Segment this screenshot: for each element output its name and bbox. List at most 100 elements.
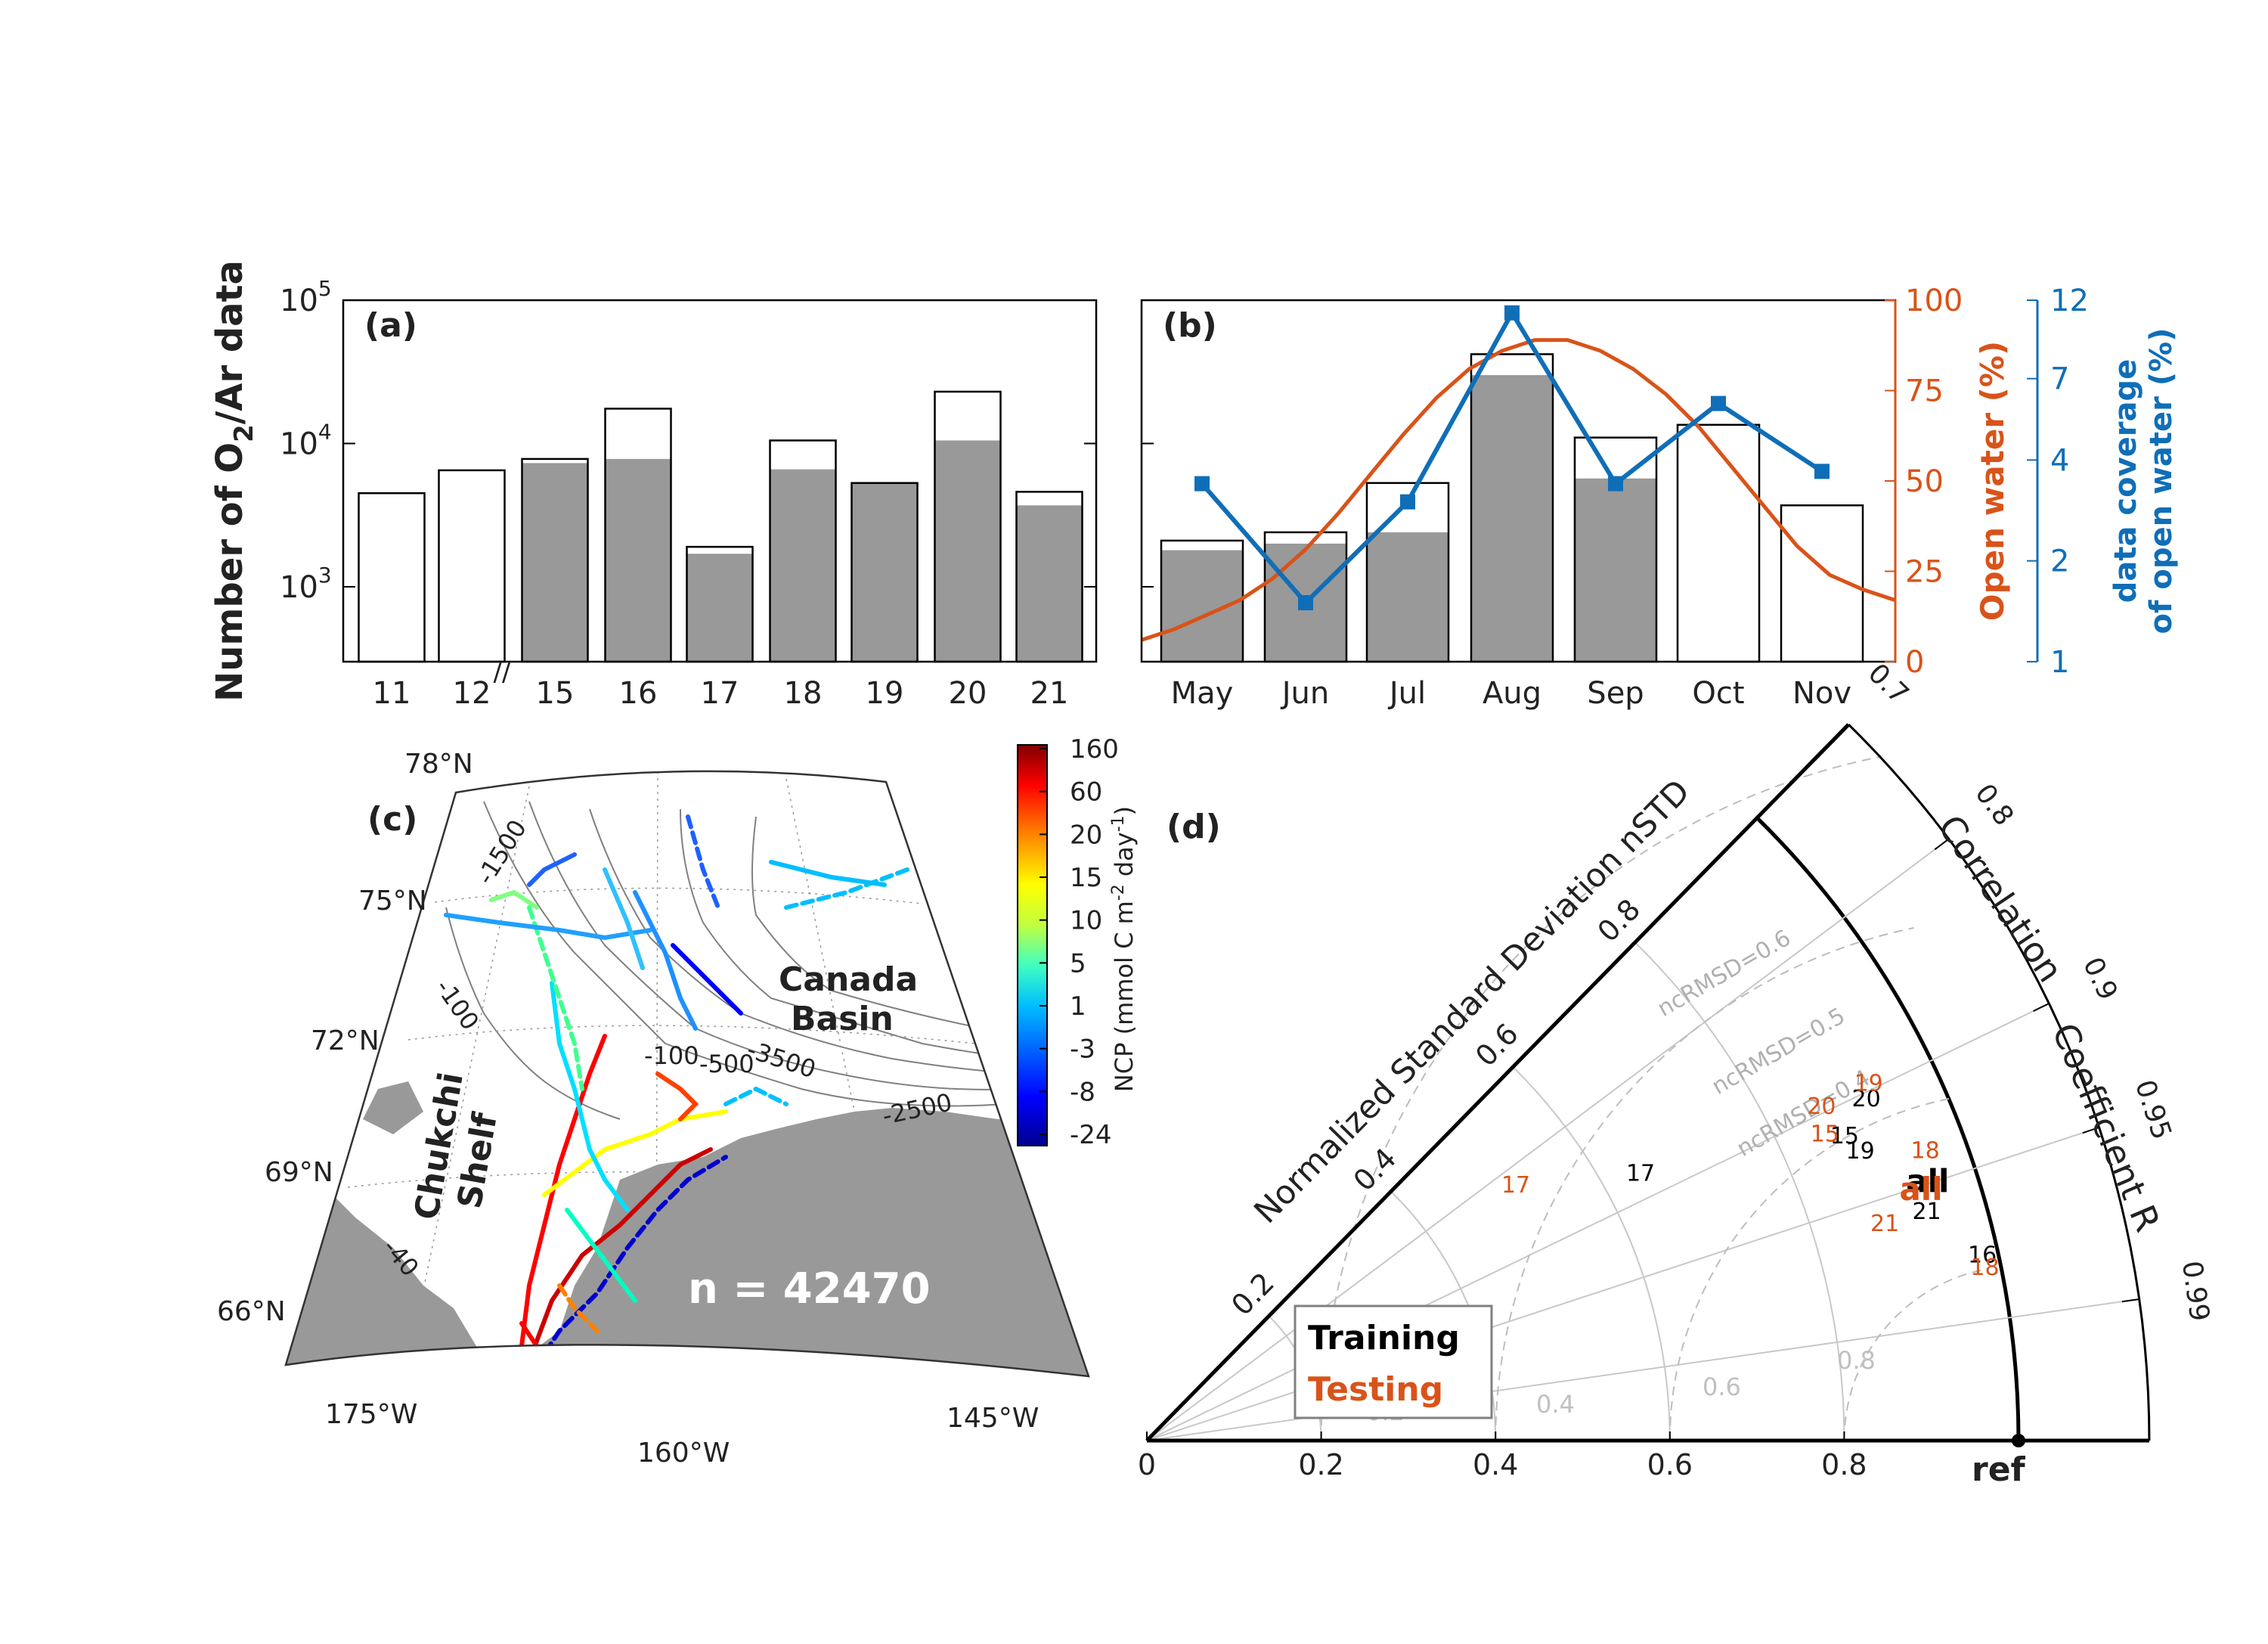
corr-tick-label-3: 0.95 xyxy=(2129,1076,2177,1143)
lat-label-78: 78°N xyxy=(404,749,473,780)
colorbar-tick-label-1: 60 xyxy=(1070,777,1102,808)
training-point-20: 20 xyxy=(1852,1086,1881,1112)
std-tick-label-0: 0 xyxy=(1138,1448,1156,1481)
map-frame xyxy=(284,770,1090,1378)
lat-label-66: 66°N xyxy=(217,1296,286,1327)
a-bar-total-11 xyxy=(358,492,426,663)
a-bar-subset-16 xyxy=(605,458,671,662)
cov-tick-label-12: 12 xyxy=(2050,284,2089,318)
std-tick-label-3: 0.6 xyxy=(1647,1448,1693,1481)
ship-track-6 xyxy=(444,913,652,941)
a-xtick-label-15: 15 xyxy=(536,676,575,711)
contour-label-500: -500 xyxy=(699,1050,754,1078)
training-point-17: 17 xyxy=(1626,1160,1655,1186)
ship-track-14 xyxy=(557,1283,600,1333)
testing-point-19-2: 19 xyxy=(1854,1071,1883,1097)
lat-label-72: 72°N xyxy=(311,1025,380,1056)
wrangel-island xyxy=(363,1081,423,1134)
a-xtick-label-11: 11 xyxy=(373,676,411,711)
a-ytick-label-2: 105 xyxy=(280,276,332,318)
panel-b-bars xyxy=(1160,353,1864,663)
cov-tick-label-1: 1 xyxy=(2050,645,2069,680)
rmsd-arc-0 xyxy=(1843,1269,1984,1441)
b-xtick-label-Jun: Jun xyxy=(1280,676,1330,711)
radial-std-label-2: 0.6 xyxy=(1703,1373,1741,1401)
std-tick-label-2: 0.4 xyxy=(1473,1448,1518,1481)
panel-a-ylabel: Number of O2/Ar data xyxy=(209,260,259,702)
a-bar-subset-15 xyxy=(522,463,588,662)
a-ytick-label-1: 104 xyxy=(280,419,332,461)
corr-tick-mark-2 xyxy=(2033,1003,2050,1012)
graticule xyxy=(347,771,1029,1369)
panel-d-taylor: ncRMSD=0.6ncRMSD=0.5ncRMSD=0.40.20.40.60… xyxy=(1138,658,2215,1489)
b-xtick-label-Sep: Sep xyxy=(1587,676,1644,711)
testing-point-17-0: 17 xyxy=(1501,1172,1530,1199)
panel-a-frame xyxy=(342,299,1098,663)
panel-b-left-ticks xyxy=(1142,299,1154,588)
a-xtick-label-12: 12 xyxy=(453,676,491,711)
coverage-marker-May xyxy=(1194,476,1210,492)
legend-training: Training xyxy=(1308,1319,1460,1357)
std-arc-3 xyxy=(1634,941,1845,1441)
b-xtick-label-Jul: Jul xyxy=(1387,676,1426,711)
ow-tick-label-75: 75 xyxy=(1905,374,1944,409)
corr-tick-mark-3 xyxy=(2082,1127,2099,1134)
taylor-ref-marker xyxy=(2012,1434,2025,1447)
ship-track-13 xyxy=(655,1072,699,1121)
a-bar-subset-21 xyxy=(1016,505,1083,662)
legend-testing: Testing xyxy=(1308,1370,1443,1409)
testing-point-20-1: 20 xyxy=(1807,1093,1836,1120)
std-arc-2 xyxy=(1512,1066,1671,1441)
coverage-marker-Aug xyxy=(1504,305,1520,321)
a-bar-subset-19 xyxy=(851,482,918,662)
b-bar-subset-Jul xyxy=(1367,532,1448,662)
b-xtick-label-Oct: Oct xyxy=(1692,676,1744,711)
ship-track-12 xyxy=(603,867,645,970)
cov-tick-label-7: 7 xyxy=(2050,362,2069,397)
corr-tick-label-4: 0.99 xyxy=(2176,1259,2215,1323)
coverage-markers xyxy=(1194,305,1830,611)
ship-track-17 xyxy=(723,1086,789,1106)
colorbar-tick-label-2: 20 xyxy=(1070,820,1102,850)
ow-tick-label-50: 50 xyxy=(1905,464,1944,499)
coverage-marker-Jun xyxy=(1298,595,1313,611)
taylor-legend xyxy=(1294,1304,1493,1419)
colorbar-tick-label-7: -3 xyxy=(1070,1034,1095,1065)
b-bar-subset-Aug xyxy=(1471,375,1553,662)
ow-tick-label-25: 25 xyxy=(1905,555,1944,590)
panel-b-x-ticks: May Jun Jul Aug Sep Oct Nov xyxy=(1171,676,1851,711)
lat-label-69: 69°N xyxy=(265,1157,333,1188)
colorbar-tick-label-6: 1 xyxy=(1070,991,1086,1022)
lon-label-160w: 160°W xyxy=(637,1438,730,1469)
std-arc-4 xyxy=(1755,816,2021,1441)
corr-tick-mark-1 xyxy=(1934,838,1950,851)
coverage-marker-Oct xyxy=(1711,395,1726,411)
ship-track-10 xyxy=(671,943,743,1016)
taylor-std-axis xyxy=(1145,723,1850,1442)
open-water-axis-label: Open water (%) xyxy=(1974,341,2011,621)
ship-track-11 xyxy=(686,814,720,910)
a-bar-subset-17 xyxy=(686,554,753,662)
a-xtick-label-20: 20 xyxy=(949,676,987,711)
training-point-21: 21 xyxy=(1912,1199,1941,1225)
radial-std-label-3: 0.8 xyxy=(1837,1346,1876,1375)
ship-track-0 xyxy=(512,1034,607,1376)
ship-track-1 xyxy=(527,1147,713,1363)
colorbar-tick-label-8: -8 xyxy=(1070,1077,1095,1107)
testing-point-all-5: all xyxy=(1899,1171,1942,1208)
coverage-axis-label-line1: data coverage xyxy=(2108,359,2143,603)
a-xtick-label-19: 19 xyxy=(866,676,904,711)
training-point-15: 15 xyxy=(1830,1123,1859,1149)
corr-tick-mark-0 xyxy=(1836,724,1849,738)
colorbar-tick-label-5: 5 xyxy=(1070,948,1086,979)
ship-track-3 xyxy=(542,1109,728,1197)
panel-a-bars xyxy=(358,390,1083,663)
open-water-ticks: 0 25 50 75 100 xyxy=(1885,284,1963,680)
b-xtick-label-May: May xyxy=(1171,676,1234,711)
axis-break-mark: // xyxy=(494,657,511,687)
std-tick-label-1: 0.2 xyxy=(1298,1448,1343,1481)
